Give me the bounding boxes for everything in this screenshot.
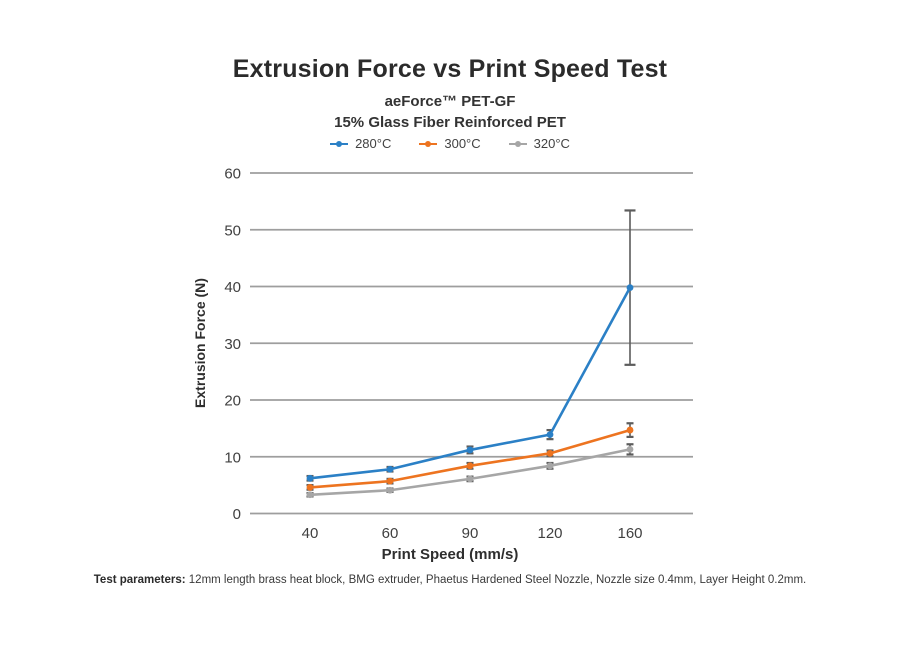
legend-label-300c: 300°C: [444, 136, 481, 151]
data-point-280°C-60: [386, 465, 394, 473]
y-tick-label-40: 40: [224, 279, 241, 296]
legend-dot-300c-icon: [425, 140, 432, 147]
data-point-300°C-160: [626, 426, 634, 434]
y-tick-label-0: 0: [233, 506, 241, 523]
legend-label-320c: 320°C: [533, 136, 570, 151]
legend-item-320c: 320°C: [508, 136, 570, 151]
legend-marker-300c-icon: [419, 140, 438, 147]
data-point-280°C-120: [546, 431, 554, 439]
chart-subtitle-material: 15% Glass Fiber Reinforced PET: [334, 114, 566, 131]
data-point-300°C-60: [386, 477, 394, 485]
legend-dot-280c-icon: [336, 140, 343, 147]
x-axis-title: Print Speed (mm/s): [381, 546, 519, 563]
test-parameters-text: 12mm length brass heat block, BMG extrud…: [185, 574, 807, 586]
legend-item-280c: 280°C: [330, 136, 391, 151]
x-tick-label-120: 120: [537, 525, 562, 542]
data-point-320°C-60: [386, 486, 394, 494]
x-tick-label-90: 90: [462, 525, 479, 542]
legend-marker-280c-icon: [330, 140, 349, 147]
data-point-280°C-90: [466, 446, 474, 454]
x-tick-label-40: 40: [302, 525, 319, 542]
y-tick-label-20: 20: [224, 393, 241, 410]
legend-dot-320c-icon: [514, 140, 521, 147]
chart-subtitle-product: aeForce™ PET-GF: [384, 93, 516, 110]
legend: 280°C 300°C 320°C: [0, 136, 900, 151]
test-parameters-label: Test parameters:: [93, 574, 186, 586]
data-point-300°C-120: [546, 449, 554, 457]
x-tick-label-60: 60: [382, 525, 399, 542]
data-point-320°C-120: [546, 462, 554, 470]
legend-label-280c: 280°C: [355, 136, 392, 151]
data-point-300°C-40: [306, 483, 314, 491]
y-tick-label-50: 50: [224, 222, 241, 239]
data-point-320°C-160: [626, 445, 634, 453]
x-tick-label-160: 160: [617, 525, 642, 542]
y-tick-label-60: 60: [224, 166, 241, 183]
data-point-320°C-40: [306, 491, 314, 499]
data-point-300°C-90: [466, 462, 474, 470]
data-point-320°C-90: [466, 475, 474, 483]
y-tick-label-30: 30: [224, 336, 241, 353]
legend-marker-320c-icon: [508, 140, 527, 147]
test-parameters-note: Test parameters: 12mm length brass heat …: [0, 574, 900, 586]
legend-item-300c: 300°C: [419, 136, 481, 151]
data-point-280°C-160: [626, 284, 634, 292]
y-tick-label-10: 10: [224, 449, 241, 466]
chart-title: Extrusion Force vs Print Speed Test: [232, 55, 668, 83]
data-point-280°C-40: [306, 474, 314, 482]
